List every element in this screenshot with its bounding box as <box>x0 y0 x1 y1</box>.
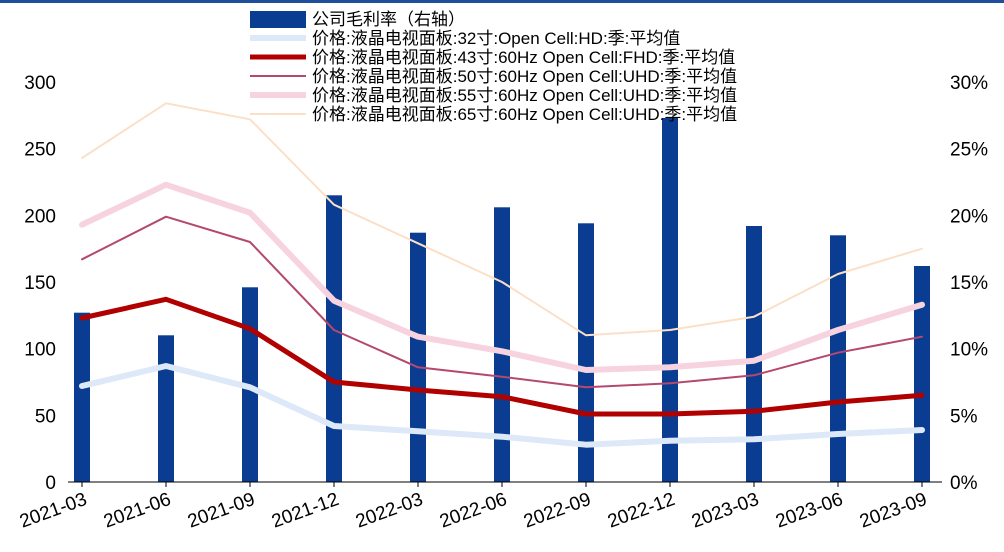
right-axis-tick-label: 5% <box>950 406 978 427</box>
x-tick-label: 2022-12 <box>605 489 678 533</box>
legend-label-line-4: 价格:液晶电视面板:55寸:60Hz Open Cell:UHD:季:平均值 <box>312 86 737 105</box>
bar-gross-margin <box>74 312 90 482</box>
left-axis-tick-label: 200 <box>24 206 56 227</box>
x-tick-label: 2022-03 <box>353 489 426 533</box>
x-tick-label: 2023-06 <box>773 489 846 533</box>
legend-swatch-bar <box>250 11 306 28</box>
right-axis-tick-label: 20% <box>950 206 988 227</box>
top-rule <box>0 0 1004 3</box>
right-axis-tick-label: 30% <box>950 73 988 94</box>
line-series-4 <box>79 181 925 373</box>
left-axis-tick-label: 0 <box>45 473 56 494</box>
x-tick-label: 2022-06 <box>437 489 510 533</box>
left-axis-tick-label: 50 <box>35 406 56 427</box>
left-axis-tick-label: 100 <box>24 340 56 361</box>
bar-gross-margin <box>746 226 762 482</box>
line-series-3 <box>81 215 923 389</box>
x-tick-label: 2021-12 <box>269 489 342 533</box>
legend-label-line-5: 价格:液晶电视面板:65寸:60Hz Open Cell:UHD:季:平均值 <box>312 105 737 124</box>
x-tick-label: 2022-09 <box>521 489 594 533</box>
line-series-2 <box>79 296 925 417</box>
legend-label-line-3: 价格:液晶电视面板:50寸:60Hz Open Cell:UHD:季:平均值 <box>312 67 737 86</box>
bar-gross-margin <box>578 223 594 483</box>
left-axis-tick-label: 250 <box>24 140 56 161</box>
legend-label-bar: 公司毛利率（右轴） <box>312 10 465 29</box>
line-series-1 <box>79 363 925 448</box>
right-axis-tick-label: 15% <box>950 273 988 294</box>
bar-gross-margin <box>830 235 846 482</box>
bar-gross-margin <box>158 335 174 482</box>
bar-gross-margin <box>494 207 510 483</box>
legend-label-line-2: 价格:液晶电视面板:43寸:60Hz Open Cell:FHD:季:平均值 <box>312 48 735 67</box>
bar-series-gross-margin <box>74 118 930 483</box>
x-tick-label: 2021-06 <box>101 489 174 533</box>
legend-label-line-1: 价格:液晶电视面板:32寸:Open Cell:HD:季:平均值 <box>312 29 680 48</box>
x-tick-label: 2021-03 <box>17 489 90 533</box>
x-tick-label: 2023-09 <box>857 489 930 533</box>
right-axis-tick-label: 10% <box>950 340 988 361</box>
bar-gross-margin <box>914 266 930 482</box>
right-axis-tick-label: 25% <box>950 140 988 161</box>
line-series-5 <box>81 102 923 337</box>
bar-gross-margin <box>326 195 342 483</box>
bar-gross-margin <box>410 232 426 482</box>
right-axis-tick-label: 0% <box>950 473 978 494</box>
x-tick-label: 2021-09 <box>185 489 258 533</box>
left-axis-tick-label: 150 <box>24 273 56 294</box>
legend: 公司毛利率（右轴）价格:液晶电视面板:32寸:Open Cell:HD:季:平均… <box>250 10 737 124</box>
x-tick-label: 2023-03 <box>689 489 762 533</box>
bar-gross-margin <box>662 118 678 482</box>
left-axis-tick-label: 300 <box>24 73 56 94</box>
